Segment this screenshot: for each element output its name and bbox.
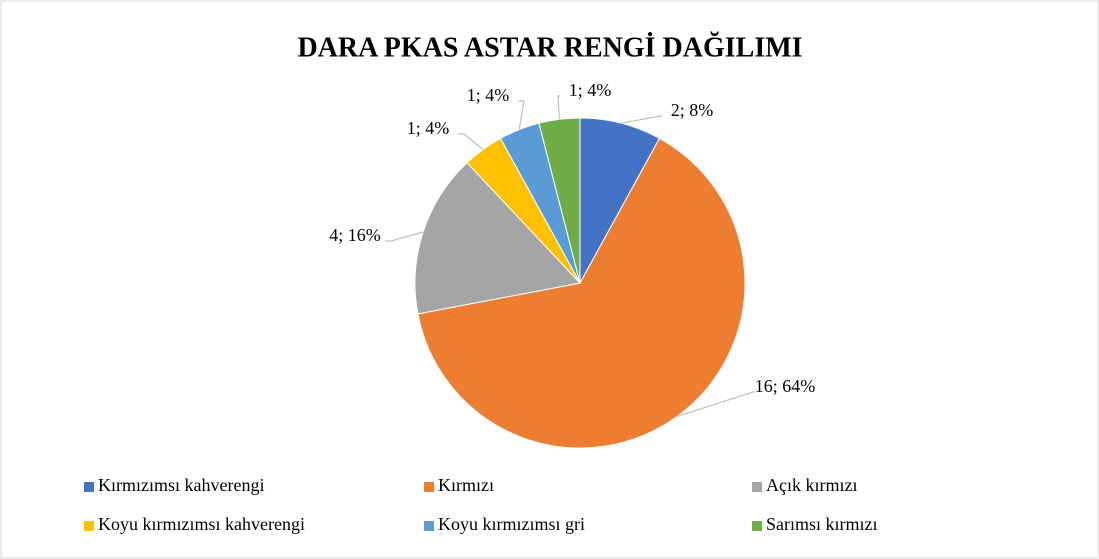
pie-slice bbox=[414, 162, 581, 315]
data-label: 16; 64% bbox=[755, 376, 816, 396]
legend-swatch bbox=[84, 521, 94, 531]
chart-title: DARA PKAS ASTAR RENGİ DAĞILIMI bbox=[297, 32, 802, 63]
legend-swatch bbox=[752, 482, 762, 492]
legend-label: Kırmızı bbox=[438, 475, 494, 495]
legend-swatch bbox=[84, 482, 94, 492]
legend-label: Koyu kırmızımsı kahverengi bbox=[98, 514, 305, 534]
leader-line bbox=[385, 231, 424, 242]
pie-slice bbox=[538, 117, 581, 284]
legend-swatch bbox=[752, 521, 762, 531]
legend-swatch bbox=[424, 482, 434, 492]
leader-line bbox=[518, 100, 525, 130]
data-label: 1; 4% bbox=[467, 85, 510, 105]
legend-label: Sarımsı kırmızı bbox=[766, 514, 878, 534]
leader-line bbox=[620, 115, 662, 124]
legend-label: Açık kırmızı bbox=[766, 475, 857, 495]
data-label: 4; 16% bbox=[329, 225, 381, 245]
data-label: 1; 4% bbox=[569, 80, 612, 100]
leader-line bbox=[458, 133, 484, 150]
legend-swatch bbox=[424, 521, 434, 531]
leader-line bbox=[676, 391, 755, 418]
legend-label: Koyu kırmızımsı gri bbox=[438, 514, 585, 534]
leader-line bbox=[557, 95, 560, 120]
data-label: 2; 8% bbox=[671, 100, 714, 120]
data-label: 1; 4% bbox=[407, 118, 450, 138]
legend-label: Kırmızımsı kahverengi bbox=[98, 475, 264, 495]
